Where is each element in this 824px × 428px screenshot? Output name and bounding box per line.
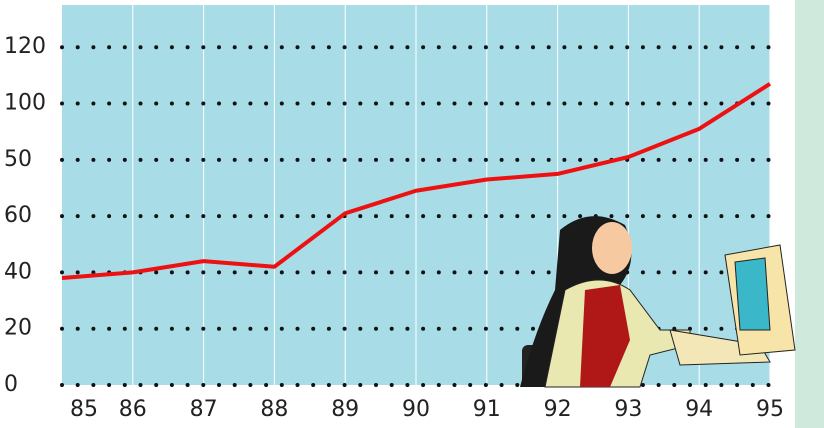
y-tick-label: 0 (4, 372, 18, 397)
x-tick-label: 89 (331, 397, 359, 422)
x-tick-label: 91 (473, 397, 501, 422)
x-tick-label: 92 (544, 397, 572, 422)
x-tick-label: 88 (260, 397, 288, 422)
x-tick-label: 93 (614, 397, 642, 422)
x-tick-label: 95 (756, 397, 784, 422)
screen (735, 258, 770, 330)
x-tick-label: 86 (119, 397, 147, 422)
y-tick-label: 60 (4, 203, 32, 228)
y-tick-label: 100 (4, 91, 46, 116)
x-tick-label: 90 (402, 397, 430, 422)
y-tick-label: 40 (4, 259, 32, 284)
x-tick-label: 85 (70, 397, 98, 422)
x-tick-label: 94 (685, 397, 713, 422)
face (592, 222, 632, 274)
y-tick-label: 50 (4, 147, 32, 172)
y-tick-label: 20 (4, 316, 32, 341)
side-panel (795, 0, 824, 428)
x-tick-label: 87 (190, 397, 218, 422)
y-tick-label: 120 (4, 34, 46, 59)
chart: 85 86 87 88 89 90 91 92 93 94 95 0 20 40 60 50 100 120 (0, 0, 824, 428)
